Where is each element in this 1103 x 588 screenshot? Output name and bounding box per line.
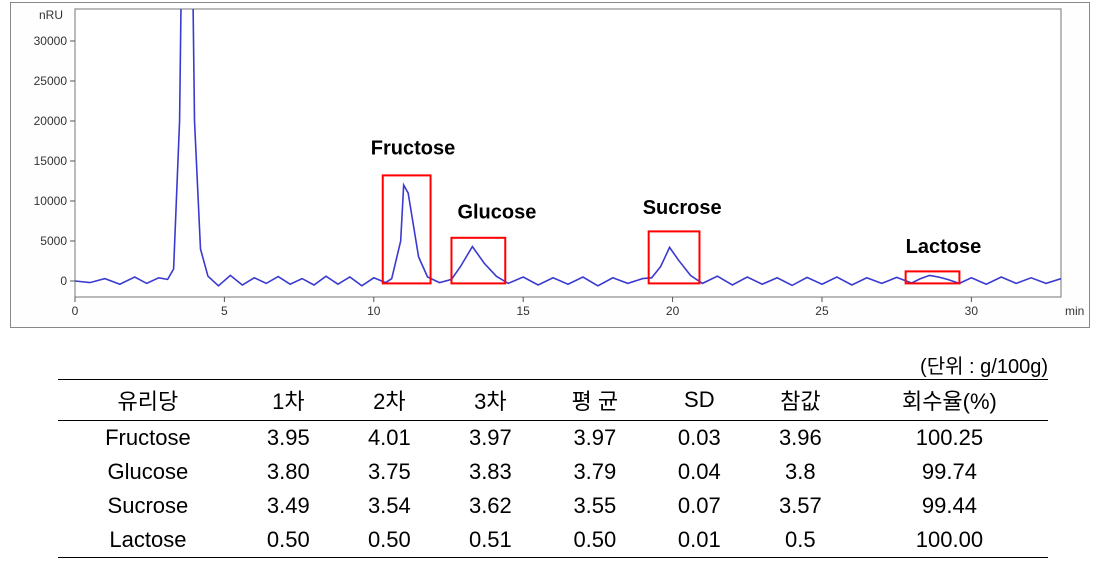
- cell-0-6: 3.96: [750, 421, 851, 456]
- cell-3-7: 100.00: [851, 523, 1048, 558]
- chromatogram-panel: 0 5000 10000 15000 20000 25000 30000 nRU 0 5 10 15 2…: [10, 2, 1090, 328]
- svg-text:nRU: nRU: [39, 8, 63, 22]
- svg-text:30: 30: [965, 304, 979, 318]
- table-row: Lactose0.500.500.510.500.010.5100.00: [58, 523, 1048, 558]
- cell-1-2: 3.75: [339, 455, 440, 489]
- cell-0-5: 0.03: [649, 421, 750, 456]
- svg-text:min: min: [1065, 304, 1084, 318]
- cell-3-2: 0.50: [339, 523, 440, 558]
- svg-text:25000: 25000: [34, 74, 68, 88]
- svg-text:10000: 10000: [34, 194, 68, 208]
- svg-text:20000: 20000: [34, 114, 68, 128]
- svg-text:10: 10: [367, 304, 381, 318]
- table-header-row: 유리당1차2차3차평 균SD참값회수율(%): [58, 380, 1048, 421]
- cell-2-4: 3.55: [541, 489, 649, 523]
- cell-3-5: 0.01: [649, 523, 750, 558]
- cell-1-3: 3.83: [440, 455, 541, 489]
- peak-label-glucose: Glucose: [457, 202, 536, 224]
- cell-2-0: Sucrose: [58, 489, 238, 523]
- svg-text:5: 5: [221, 304, 228, 318]
- cell-2-3: 3.62: [440, 489, 541, 523]
- cell-2-1: 3.49: [238, 489, 339, 523]
- cell-0-7: 100.25: [851, 421, 1048, 456]
- cell-1-6: 3.8: [750, 455, 851, 489]
- cell-2-5: 0.07: [649, 489, 750, 523]
- cell-3-0: Lactose: [58, 523, 238, 558]
- cell-2-6: 3.57: [750, 489, 851, 523]
- col-3: 3차: [440, 380, 541, 421]
- col-4: 평 균: [541, 380, 649, 421]
- cell-0-1: 3.95: [238, 421, 339, 456]
- table-row: Glucose3.803.753.833.790.043.899.74: [58, 455, 1048, 489]
- svg-text:15000: 15000: [34, 154, 68, 168]
- col-7: 회수율(%): [851, 380, 1048, 421]
- cell-3-4: 0.50: [541, 523, 649, 558]
- chromatogram-svg: 0 5000 10000 15000 20000 25000 30000 nRU 0 5 10 15 2…: [11, 3, 1089, 327]
- table-body: Fructose3.954.013.973.970.033.96100.25Gl…: [58, 421, 1048, 558]
- cell-1-0: Glucose: [58, 455, 238, 489]
- cell-3-1: 0.50: [238, 523, 339, 558]
- results-table: 유리당1차2차3차평 균SD참값회수율(%) Fructose3.954.013…: [58, 379, 1048, 558]
- cell-1-1: 3.80: [238, 455, 339, 489]
- unit-line: (단위 : g/100g): [58, 350, 1048, 379]
- col-1: 1차: [238, 380, 339, 421]
- table-row: Fructose3.954.013.973.970.033.96100.25: [58, 421, 1048, 456]
- cell-3-6: 0.5: [750, 523, 851, 558]
- peak-label-fructose: Fructose: [371, 138, 455, 160]
- svg-text:30000: 30000: [34, 34, 68, 48]
- table-row: Sucrose3.493.543.623.550.073.5799.44: [58, 489, 1048, 523]
- svg-text:25: 25: [815, 304, 829, 318]
- cell-3-3: 0.51: [440, 523, 541, 558]
- results-table-wrap: (단위 : g/100g) 유리당1차2차3차평 균SD참값회수율(%) Fru…: [58, 350, 1048, 558]
- svg-text:0: 0: [72, 304, 79, 318]
- peak-label-sucrose: Sucrose: [643, 197, 722, 219]
- peak-label-lactose: Lactose: [906, 236, 982, 258]
- col-5: SD: [649, 380, 750, 421]
- cell-0-3: 3.97: [440, 421, 541, 456]
- svg-text:15: 15: [517, 304, 531, 318]
- col-0: 유리당: [58, 380, 238, 421]
- cell-1-5: 0.04: [649, 455, 750, 489]
- cell-1-4: 3.79: [541, 455, 649, 489]
- col-2: 2차: [339, 380, 440, 421]
- cell-0-2: 4.01: [339, 421, 440, 456]
- cell-0-0: Fructose: [58, 421, 238, 456]
- cell-2-2: 3.54: [339, 489, 440, 523]
- cell-1-7: 99.74: [851, 455, 1048, 489]
- col-6: 참값: [750, 380, 851, 421]
- cell-2-7: 99.44: [851, 489, 1048, 523]
- svg-text:0: 0: [60, 274, 67, 288]
- cell-0-4: 3.97: [541, 421, 649, 456]
- svg-text:20: 20: [666, 304, 680, 318]
- svg-text:5000: 5000: [40, 234, 67, 248]
